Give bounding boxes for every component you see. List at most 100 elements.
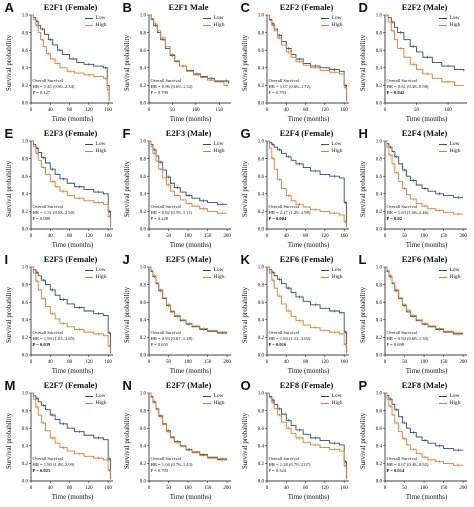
legend-swatch-low [84, 143, 93, 145]
y-tick-label: 0.2 [139, 210, 146, 215]
y-tick-label: 0.4 [257, 318, 264, 323]
legend-label-high: High [213, 21, 225, 28]
legend-item-high: High [320, 400, 343, 407]
panel-letter: E [4, 125, 14, 141]
hazard-ratio-text: HR = 0.67 (0.48–0.92) [386, 461, 429, 467]
x-axis-label: Time (months) [405, 114, 448, 123]
x-axis-label: Time (months) [287, 492, 330, 501]
legend-swatch-low [202, 143, 211, 145]
y-tick-label: 1.0 [375, 265, 382, 270]
km-plot-svg: 0.0 0.2 0.4 0.6 0.8 1.0 0 50 100 150 200 [139, 265, 231, 364]
hazard-ratio-text: HR = 1.28 (0.79–2.07) [268, 461, 311, 467]
panel-letter: C [240, 0, 250, 15]
x-axis-label: Time (months) [405, 492, 448, 501]
hazard-ratio-text: HR = 1.80 (1.08–2.99) [32, 461, 75, 467]
panel-title: E2F8 (Male) [401, 379, 448, 390]
y-tick-label: 0.2 [21, 210, 28, 215]
panel-title: E2F1 (Female) [43, 1, 98, 12]
y-tick-label: 0.0 [21, 227, 28, 232]
panel-letter: G [240, 125, 251, 141]
x-tick-label: 0 [29, 234, 32, 239]
km-panel-l: L E2F6 (Male) Survival probability Time (mo… [355, 253, 473, 379]
panel-letter: D [358, 0, 368, 15]
legend-label-low: Low [449, 266, 460, 273]
km-panel-k: K E2F6 (Female) Survival probability Time (… [237, 253, 355, 379]
km-panel-o: O E2F8 (Female) Survival probability Time (… [237, 379, 355, 505]
legend-label-high: High [213, 147, 225, 154]
km-panel-g: G E2F4 (Female) Survival probability Time (… [237, 127, 355, 253]
y-tick-label: 0.2 [257, 462, 264, 467]
hazard-ratio-text: HR = 1.94 (1.03–3.65) [32, 335, 75, 341]
legend-swatch-low [438, 269, 447, 271]
legend-swatch-high [438, 276, 447, 278]
y-tick-label: 0.6 [375, 174, 382, 179]
legend-item-high: High [438, 22, 461, 29]
panel-title: E2F4 (Female) [279, 127, 334, 138]
y-tick-label: 0.4 [21, 192, 28, 197]
panel-title: E2F5 (Male) [165, 253, 212, 264]
legend-item-low: Low [84, 393, 107, 400]
legend-swatch-high [84, 24, 93, 26]
legend-swatch-high [438, 24, 447, 26]
x-tick-label: 0 [147, 234, 150, 239]
legend: Low High [84, 267, 107, 281]
y-tick-label: 0.6 [139, 174, 146, 179]
y-tick-label: 0.8 [139, 409, 146, 414]
legend-swatch-low [84, 269, 93, 271]
x-axis-label: Time (months) [405, 240, 448, 249]
y-tick-label: 0.6 [257, 174, 264, 179]
hazard-ratio-text: HR = 0.96 (0.69–1.32) [150, 83, 193, 89]
x-axis-label: Time (months) [287, 114, 330, 123]
panel-title: E2F4 (Male) [401, 127, 448, 138]
x-tick-label: 120 [321, 234, 329, 239]
legend-item-low: Low [438, 14, 461, 22]
km-curve-high [148, 140, 227, 214]
y-tick-label: 1.0 [257, 139, 264, 144]
y-tick-label: 0.0 [375, 227, 382, 232]
p-value-text: P = 0.016 [268, 341, 287, 347]
legend-label-low: Low [449, 14, 460, 21]
legend-label-low: Low [213, 14, 224, 21]
y-tick-label: 0.2 [257, 84, 264, 89]
x-tick-label: 160 [340, 108, 348, 113]
overall-survival-label: Overall Survival [268, 455, 300, 461]
overall-survival-label: Overall Survival [268, 329, 300, 335]
panel-title: E2F2 (Female) [279, 1, 334, 12]
legend-swatch-low [202, 395, 211, 397]
panel-title: E2F6 (Male) [401, 253, 448, 264]
km-curve-low [266, 392, 347, 479]
panel-title: E2F2 (Male) [401, 1, 448, 12]
p-value-text: P = 0.655 [150, 341, 169, 347]
x-tick-label: 40 [283, 360, 289, 365]
overall-survival-label: Overall Survival [268, 77, 300, 83]
x-tick-label: 150 [203, 234, 211, 239]
panel-letter: P [358, 377, 368, 393]
legend: Low High [84, 393, 107, 407]
x-tick-label: 120 [321, 108, 329, 113]
km-plot-svg: 0.0 0.2 0.4 0.6 0.8 1.0 0 40 80 120 160 [21, 391, 113, 491]
y-tick-label: 0.0 [257, 101, 264, 106]
legend-item-high: High [320, 22, 343, 29]
km-curve-high [384, 266, 463, 333]
legend-swatch-low [84, 395, 93, 397]
legend-item-high: High [438, 148, 461, 155]
legend-swatch-high [202, 276, 211, 278]
legend-swatch-high [320, 24, 329, 26]
legend-item-high: High [320, 274, 343, 281]
legend-label-low: Low [331, 14, 342, 21]
x-tick-label: 0 [265, 234, 268, 239]
panel-title: E2F7 (Female) [43, 379, 98, 390]
hazard-ratio-text: HR = 1.07 (0.66–1.72) [268, 83, 311, 89]
y-tick-label: 1.0 [257, 391, 264, 396]
x-tick-label: 120 [85, 486, 93, 491]
legend-item-high: High [438, 400, 461, 407]
legend-swatch-low [438, 395, 447, 397]
y-tick-label: 0.4 [375, 192, 382, 197]
y-tick-label: 0.8 [21, 283, 28, 288]
x-tick-label: 80 [303, 486, 309, 491]
y-tick-label: 1.0 [139, 391, 146, 396]
hazard-ratio-text: HR = 1.84 (1.12–3.02) [268, 335, 311, 341]
y-tick-label: 0.8 [257, 283, 264, 288]
km-curve-high [384, 140, 463, 214]
